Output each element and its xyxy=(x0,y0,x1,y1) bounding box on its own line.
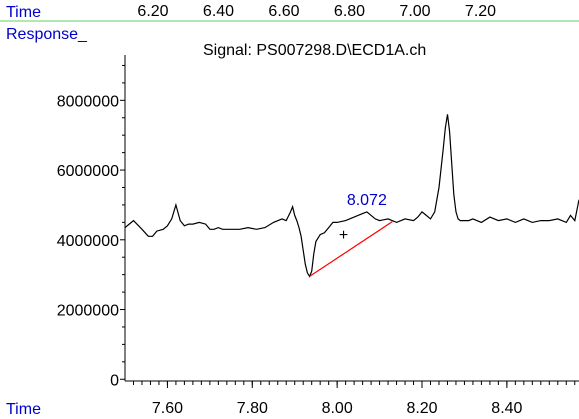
x-axis-ticks: 7.60 7.80 8.00 8.20 8.40 xyxy=(132,381,576,417)
chart-title: Signal: PS007298.D\ECD1A.ch xyxy=(203,42,426,59)
y-tick-label: 8000000 xyxy=(57,93,119,110)
top-tick-label: 6.20 xyxy=(137,3,168,20)
integration-baseline xyxy=(309,221,393,277)
y-tick-label: 2000000 xyxy=(57,303,119,320)
y-tick-label: 0 xyxy=(110,372,119,389)
bottom-axis-label: Time xyxy=(6,401,41,418)
top-tick-label: 7.20 xyxy=(465,3,496,20)
top-axis-label: Time xyxy=(6,4,41,21)
peak-label: 8.072 xyxy=(347,192,387,209)
top-tick-label: 6.40 xyxy=(203,3,234,20)
plot-area: 8.072 + xyxy=(124,114,579,278)
signal-trace xyxy=(124,114,579,278)
x-tick-label: 8.20 xyxy=(406,400,437,417)
y-tick-label: 4000000 xyxy=(57,233,119,250)
y-axis-ticks: 0 2000000 4000000 6000000 8000000 xyxy=(57,64,125,389)
x-tick-label: 8.40 xyxy=(491,400,522,417)
top-tick-label: 6.80 xyxy=(334,3,365,20)
cursor-marker: + xyxy=(339,227,348,244)
y-tick-label: 6000000 xyxy=(57,163,119,180)
x-tick-label: 8.00 xyxy=(322,400,353,417)
top-tick-label: 7.00 xyxy=(399,3,430,20)
x-tick-label: 7.60 xyxy=(152,400,183,417)
top-axis-ticks: 6.20 6.40 6.60 6.80 7.00 7.20 xyxy=(137,3,496,20)
y-axis-label: Response_ xyxy=(6,26,88,43)
top-tick-label: 6.60 xyxy=(268,3,299,20)
x-tick-label: 7.80 xyxy=(237,400,268,417)
